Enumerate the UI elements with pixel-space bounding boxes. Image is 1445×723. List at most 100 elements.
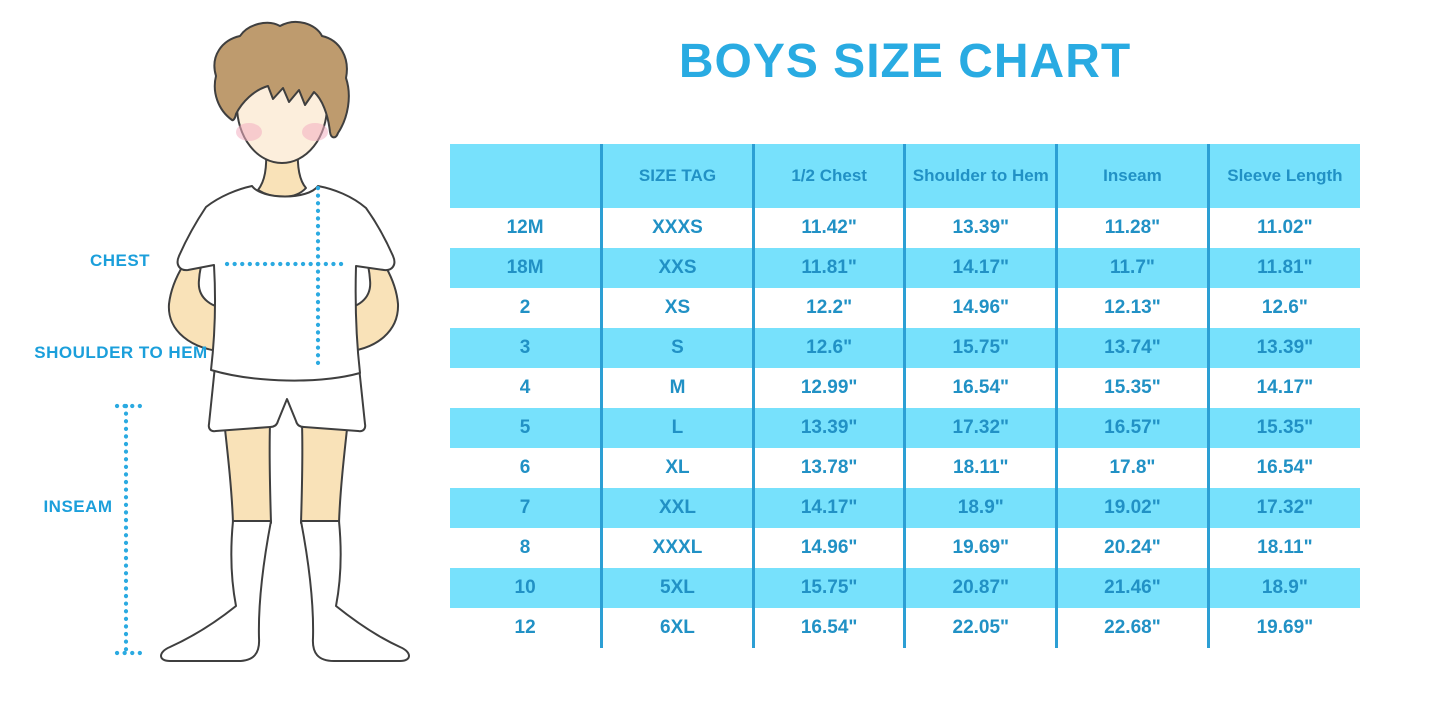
right-cheek-blush [302,123,328,141]
table-cell: 12.6" [1206,288,1360,328]
table-cell: 13.39" [1206,328,1360,368]
table-cell: 17.32" [903,408,1057,448]
header-cell-inseam: Inseam [1055,144,1209,208]
header-cell-size-tag: SIZE TAG [600,144,754,208]
table-cell: 22.68" [1055,608,1209,648]
table-cell: 12.99" [751,368,905,408]
table-cell: 13.78" [751,448,905,488]
size-table: SIZE TAG 1/2 Chest Shoulder to Hem Insea… [450,144,1360,648]
table-cell: 12.13" [1055,288,1209,328]
table-cell: 17.32" [1206,488,1360,528]
table-cell: 14.96" [751,528,905,568]
size-table-body: 12M XXXS 11.42" 13.39" 11.28" 11.02" 18M XXS 11.… [450,208,1360,648]
header-cell-sleeve-length: Sleeve Length [1206,144,1360,208]
table-cell: 12.6" [751,328,905,368]
header-cell-half-chest: 1/2 Chest [751,144,905,208]
table-row: 2 XS 12.2" 14.96" 12.13" 12.6" [450,288,1360,328]
table-cell: 11.02" [1206,208,1360,248]
table-cell: 18.9" [1206,568,1360,608]
right-sock [300,520,410,662]
table-cell: 11.28" [1055,208,1209,248]
table-cell: 21.46" [1055,568,1209,608]
table-cell: XXXL [600,528,754,568]
t-shirt [176,185,396,382]
table-cell: XXS [600,248,754,288]
table-cell: 8 [450,528,602,568]
table-cell: 11.81" [751,248,905,288]
table-row: 10 5XL 15.75" 20.87" 21.46" 18.9" [450,568,1360,608]
table-cell: 19.69" [903,528,1057,568]
table-cell: 14.17" [751,488,905,528]
table-cell: 18M [450,248,602,288]
table-cell: 5 [450,408,602,448]
table-cell: 7 [450,488,602,528]
boy-illustration [114,21,410,662]
table-cell: 4 [450,368,602,408]
table-cell: 22.05" [903,608,1057,648]
table-cell: 16.54" [903,368,1057,408]
table-cell: M [600,368,754,408]
table-cell: 10 [450,568,602,608]
table-cell: 17.8" [1055,448,1209,488]
table-cell: 20.87" [903,568,1057,608]
left-cheek-blush [236,123,262,141]
table-cell: 11.81" [1206,248,1360,288]
table-cell: 20.24" [1055,528,1209,568]
shoulder-to-hem-label: SHOULDER TO HEM [34,343,208,362]
table-cell: 15.35" [1055,368,1209,408]
table-row: 12M XXXS 11.42" 13.39" 11.28" 11.02" [450,208,1360,248]
table-cell: 15.75" [751,568,905,608]
table-cell: XXL [600,488,754,528]
table-cell: 19.02" [1055,488,1209,528]
table-cell: 16.57" [1055,408,1209,448]
table-cell: 16.54" [751,608,905,648]
table-cell: 18.11" [1206,528,1360,568]
page-title: BOYS SIZE CHART [678,35,1132,88]
table-cell: 5XL [600,568,754,608]
table-cell: 16.54" [1206,448,1360,488]
table-row: 18M XXS 11.81" 14.17" 11.7" 11.81" [450,248,1360,288]
table-cell: XS [600,288,754,328]
header-row: SIZE TAG 1/2 Chest Shoulder to Hem Insea… [450,144,1360,208]
table-cell: 6XL [600,608,754,648]
table-cell: 2 [450,288,602,328]
chest-label: CHEST [89,251,151,270]
header-cell-size [450,144,602,208]
size-table-header: SIZE TAG 1/2 Chest Shoulder to Hem Insea… [450,144,1360,208]
table-row: 4 M 12.99" 16.54" 15.35" 14.17" [450,368,1360,408]
table-cell: 13.39" [903,208,1057,248]
table-cell: 12.2" [751,288,905,328]
left-leg [223,419,272,524]
table-cell: 6 [450,448,602,488]
table-cell: 12M [450,208,602,248]
table-cell: 3 [450,328,602,368]
header-cell-shoulder-to-hem: Shoulder to Hem [903,144,1057,208]
table-cell: 14.17" [903,248,1057,288]
table-cell: 11.42" [751,208,905,248]
table-row: 3 S 12.6" 15.75" 13.74" 13.39" [450,328,1360,368]
table-row: 6 XL 13.78" 18.11" 17.8" 16.54" [450,448,1360,488]
table-cell: 15.35" [1206,408,1360,448]
table-cell: 18.11" [903,448,1057,488]
table-row: 12 6XL 16.54" 22.05" 22.68" 19.69" [450,608,1360,648]
table-row: 8 XXXL 14.96" 19.69" 20.24" 18.11" [450,528,1360,568]
table-cell: 15.75" [903,328,1057,368]
table-cell: XXXS [600,208,754,248]
table-cell: 14.96" [903,288,1057,328]
inseam-label: INSEAM [43,497,113,516]
right-leg [300,419,349,524]
table-cell: 13.74" [1055,328,1209,368]
table-cell: 12 [450,608,602,648]
table-cell: 13.39" [751,408,905,448]
table-cell: S [600,328,754,368]
table-cell: 19.69" [1206,608,1360,648]
table-cell: 18.9" [903,488,1057,528]
table-row: 7 XXL 14.17" 18.9" 19.02" 17.32" [450,488,1360,528]
table-cell: L [600,408,754,448]
table-cell: XL [600,448,754,488]
hair [213,21,350,139]
table-cell: 11.7" [1055,248,1209,288]
table-row: 5 L 13.39" 17.32" 16.57" 15.35" [450,408,1360,448]
left-sock [160,520,272,662]
